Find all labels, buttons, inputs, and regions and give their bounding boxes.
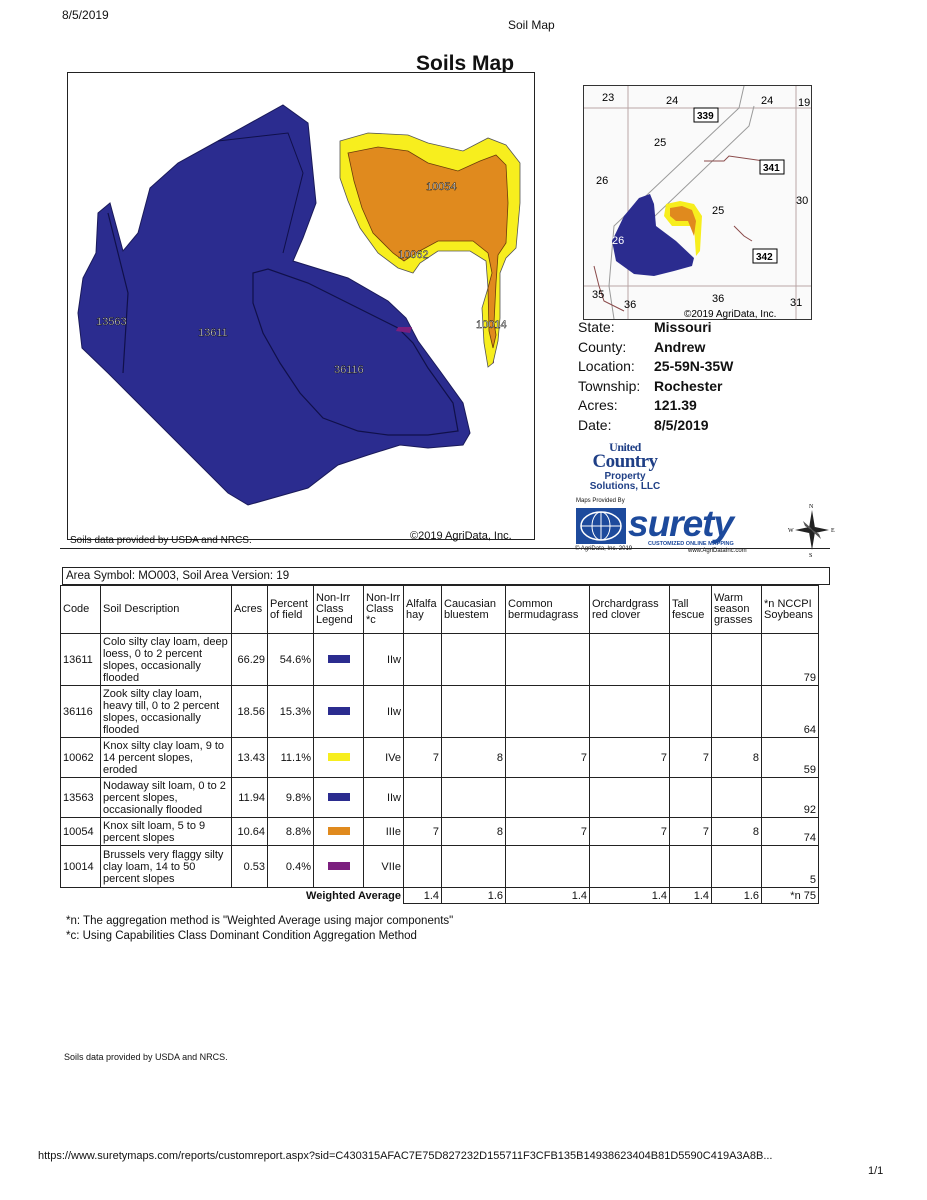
map-label-36116: 36116 — [334, 364, 364, 376]
legend-swatch — [327, 706, 350, 715]
col-header: Common bermudagrass — [505, 585, 590, 634]
info-row-state: State: Missouri — [578, 319, 712, 335]
soils-map-graphic: 13563 13611 36116 10054 10062 10014 — [77, 104, 521, 506]
surety-tagline: CUSTOMIZED ONLINE MAPPING — [648, 541, 734, 547]
weighted-average-row: Weighted Average 1.4 1.6 1.4 1.4 1.4 1.6… — [60, 887, 819, 904]
col-header: Orchardgrass red clover — [589, 585, 670, 634]
inset-section: 25 — [654, 137, 666, 149]
logo-united: United — [609, 440, 641, 454]
col-header: Percent of field — [267, 585, 314, 634]
info-row-county: County: Andrew — [578, 338, 706, 355]
surety-copyright: © AgriData, Inc. 2019 — [575, 546, 633, 552]
soils-map: 13563 13611 36116 10054 10062 10014 — [67, 72, 535, 540]
legend-swatch — [327, 654, 350, 663]
col-header: Non-Irr Class *c — [363, 585, 404, 634]
logo-line1: Property — [604, 471, 646, 482]
page-number: 1/1 — [868, 1165, 884, 1177]
logo-country: Country — [592, 451, 658, 472]
soil-region-10054 — [347, 146, 509, 349]
map-label-13563: 13563 — [96, 316, 127, 328]
inset-section: 23 — [602, 92, 614, 104]
col-header: Tall fescue — [669, 585, 712, 634]
footnote-c: *c: Using Capabilities Class Dominant Co… — [66, 930, 417, 942]
inset-section: 26 — [596, 175, 608, 187]
legend-swatch — [327, 826, 350, 835]
map-label-10054: 10054 — [426, 181, 457, 193]
footnote-n: *n: The aggregation method is "Weighted … — [66, 915, 454, 927]
legend-swatch — [327, 752, 350, 761]
inset-section: 24 — [666, 95, 678, 107]
soil-boundary-13563 — [107, 212, 129, 374]
table-row: 13611 Colo silty clay loam, deep loess, … — [60, 633, 819, 686]
map-label-13611: 13611 — [198, 327, 228, 339]
map-credit-left: Soils data provided by USDA and NRCS. — [70, 535, 252, 546]
col-header: Alfalfa hay — [403, 585, 442, 634]
inset-section: 36 — [624, 299, 636, 311]
surety-wordmark: surety — [628, 503, 734, 544]
inset-section: 31 — [790, 297, 802, 309]
compass-n: N — [809, 504, 814, 510]
inset-route: 342 — [756, 252, 773, 263]
legend-swatch — [327, 861, 350, 870]
location-inset-map: 23 24 24 19 25 26 25 30 26 35 36 36 31 3… — [583, 85, 812, 320]
map-credit-right: ©2019 AgriData, Inc. — [410, 530, 512, 542]
info-row-township: Township: Rochester — [578, 377, 723, 394]
page-title: Soils Map — [416, 52, 515, 75]
soil-region-13611 — [77, 104, 471, 506]
compass-e: E — [831, 528, 835, 534]
col-header: *n NCCPI Soybeans — [761, 585, 819, 634]
inset-section: 25 — [712, 205, 724, 217]
table-row: 10062 Knox silty clay loam, 9 to 14 perc… — [60, 737, 819, 778]
soil-boundary-36116 — [252, 268, 459, 436]
inset-route: 341 — [763, 163, 780, 174]
united-country-logo: United Country Property Solutions, LLC — [585, 440, 665, 492]
map-label-10062: 10062 — [398, 249, 429, 261]
compass-s: S — [809, 553, 812, 558]
col-header: Caucasian bluestem — [441, 585, 506, 634]
info-row-date: Date: 8/5/2019 — [578, 416, 709, 433]
map-label-10014: 10014 — [476, 319, 507, 331]
inset-section: 35 — [592, 289, 604, 301]
soils-table: Code Soil Description Acres Percent of f… — [60, 585, 819, 904]
table-row: 13563 Nodaway silt loam, 0 to 2 percent … — [60, 777, 819, 818]
logo-line2: Solutions, LLC — [589, 481, 661, 492]
print-title: Soil Map — [508, 18, 555, 32]
maps-provided-by: Maps Provided By — [576, 498, 625, 504]
surety-globe-icon — [576, 508, 626, 544]
table-row: 10014 Brussels very flaggy silty clay lo… — [60, 845, 819, 888]
area-symbol: Area Symbol: MO003, Soil Area Version: 1… — [62, 567, 830, 585]
info-row-acres: Acres: 121.39 — [578, 397, 697, 413]
inset-parcel — [612, 194, 694, 276]
compass-rose-icon: N E S W — [788, 504, 835, 558]
inset-section: 24 — [761, 95, 773, 107]
print-date: 8/5/2019 — [62, 8, 109, 22]
surety-website: www.AgriDataInc.com — [688, 548, 747, 554]
table-header-row: Code Soil Description Acres Percent of f… — [60, 585, 819, 634]
inset-section: 19 — [798, 97, 810, 109]
property-info: State: Missouri County: Andrew Location: 25… — [578, 318, 733, 435]
inset-map-graphic: 23 24 24 19 25 26 25 30 26 35 36 36 31 3… — [584, 85, 811, 320]
table-row: 36116 Zook silty clay loam, heavy till, … — [60, 685, 819, 738]
table-row: 10054 Knox silt loam, 5 to 9 percent slo… — [60, 817, 819, 846]
soil-boundary-inner — [217, 132, 304, 254]
table-top-rule — [60, 548, 830, 549]
soil-region-10014-purple — [396, 327, 412, 333]
report-url[interactable]: https://www.suretymaps.com/reports/custo… — [38, 1150, 773, 1162]
col-header: Non-Irr Class Legend — [313, 585, 364, 634]
compass-w: W — [788, 528, 794, 534]
weighted-average-label: Weighted Average — [60, 887, 404, 904]
col-header: Code — [60, 585, 101, 634]
inset-section: 30 — [796, 195, 808, 207]
info-row-location: Location: 25-59N-35W — [578, 358, 734, 374]
inset-parcel-orange — [670, 206, 696, 236]
inset-section: 36 — [712, 293, 724, 305]
inset-section: 26 — [612, 235, 624, 247]
col-header: Warm season grasses — [711, 585, 762, 634]
inset-route: 339 — [697, 111, 714, 122]
legend-swatch — [327, 792, 350, 801]
col-header: Soil Description — [100, 585, 232, 634]
footer-credit: Soils data provided by USDA and NRCS. — [64, 1052, 228, 1062]
col-header: Acres — [231, 585, 268, 634]
inset-credit: ©2019 AgriData, Inc. — [684, 309, 776, 319]
